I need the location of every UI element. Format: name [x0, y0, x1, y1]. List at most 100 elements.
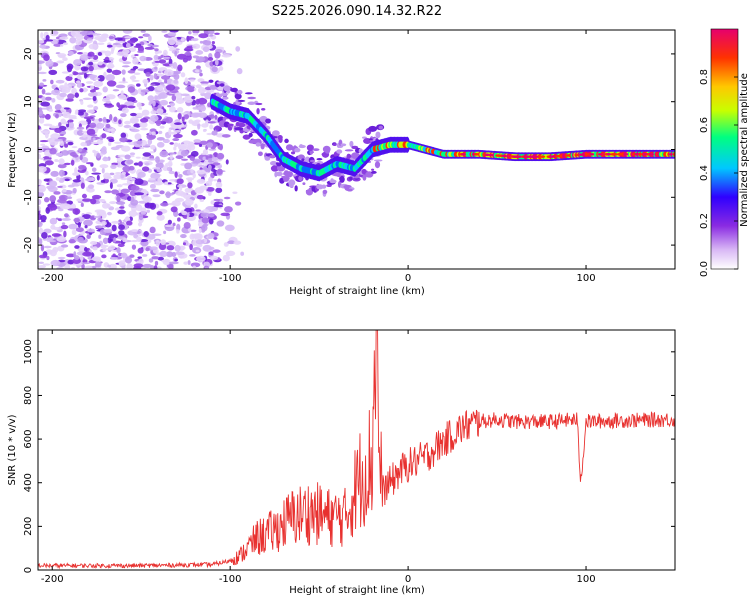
noise-cell	[137, 247, 144, 254]
colorbar-label: Normalized spectral amplitude	[739, 73, 750, 227]
noise-cell	[199, 140, 208, 146]
noise-cell	[137, 256, 142, 260]
noise-cell	[200, 212, 210, 218]
noise-cell	[164, 224, 174, 228]
noise-cell	[43, 54, 50, 62]
signal-halo-cell	[207, 121, 216, 124]
signal-halo-cell	[358, 148, 363, 154]
spectrogram-y-ticks: -20 -10 0 10 20	[23, 48, 675, 253]
noise-cell	[38, 153, 42, 160]
noise-cell	[145, 247, 150, 252]
noise-cell	[94, 225, 104, 229]
noise-cell	[43, 197, 50, 203]
noise-cell	[105, 74, 115, 82]
noise-cell	[189, 254, 196, 257]
noise-cell	[156, 137, 165, 141]
noise-cell	[142, 78, 149, 84]
noise-cell	[41, 88, 46, 95]
noise-cell	[220, 212, 231, 217]
signal-halo-cell	[257, 151, 263, 157]
signal-halo-cell	[231, 87, 238, 93]
noise-cell	[122, 61, 132, 65]
noise-cell	[87, 51, 95, 57]
signal-halo-cell	[288, 179, 296, 186]
noise-cell	[140, 146, 145, 150]
snr-y-ticks: 0 200 400 600 800 1000	[23, 339, 675, 573]
noise-cell	[75, 227, 84, 233]
noise-cell	[147, 43, 153, 47]
noise-cell	[211, 168, 216, 172]
noise-cell	[233, 240, 242, 245]
noise-cell	[171, 71, 181, 75]
noise-cell	[174, 244, 181, 252]
signal-halo-cell	[333, 143, 337, 146]
noise-cell	[240, 251, 245, 256]
noise-cell	[186, 54, 192, 61]
noise-cell	[127, 70, 136, 74]
noise-cell	[182, 140, 191, 145]
noise-cell	[59, 140, 64, 147]
noise-cell	[173, 41, 183, 46]
snr-y-label: SNR (10 * v/v)	[7, 414, 18, 485]
noise-cell	[169, 142, 174, 145]
noise-cell	[80, 100, 84, 105]
noise-cell	[126, 175, 133, 181]
noise-cell	[118, 119, 122, 125]
noise-cell	[38, 178, 42, 185]
spectrogram-x-label: Height of straight line (km)	[289, 286, 425, 297]
noise-cell	[101, 220, 107, 226]
noise-cell	[47, 236, 54, 241]
ridge-peak	[525, 155, 531, 158]
noise-cell	[206, 132, 213, 136]
noise-cell	[122, 52, 129, 58]
noise-cell	[130, 185, 140, 191]
noise-cell	[179, 192, 187, 197]
signal-halo-cell	[362, 174, 367, 181]
noise-cell	[100, 147, 106, 153]
ridge-peak	[488, 153, 494, 157]
noise-cell	[83, 72, 88, 79]
noise-cell	[54, 127, 62, 133]
noise-cell	[92, 91, 98, 97]
noise-cell	[194, 187, 204, 194]
noise-cell	[140, 30, 146, 33]
noise-cell	[57, 53, 67, 58]
noise-cell	[101, 167, 105, 174]
noise-cell	[130, 128, 140, 133]
snr-x-label: Height of straight line (km)	[289, 585, 425, 596]
signal-halo-cell	[298, 144, 306, 149]
noise-cell	[74, 111, 79, 115]
noise-cell	[187, 77, 196, 81]
noise-cell	[38, 71, 47, 75]
y-tick-label: 0	[23, 567, 34, 573]
noise-cell	[138, 107, 143, 110]
signal-halo-cell	[242, 134, 251, 140]
noise-cell	[130, 112, 137, 117]
noise-cell	[137, 50, 145, 53]
noise-cell	[43, 245, 52, 249]
signal-halo-cell	[272, 130, 280, 137]
noise-cell	[55, 152, 63, 157]
noise-cell	[150, 83, 156, 86]
noise-cell	[173, 133, 183, 139]
noise-cell	[162, 112, 169, 116]
noise-cell	[42, 79, 47, 82]
noise-cell	[225, 250, 236, 257]
noise-cell	[164, 79, 168, 84]
noise-cell	[159, 150, 169, 158]
signal-halo-cell	[237, 122, 246, 128]
noise-cell	[95, 122, 105, 129]
signal-halo-cell	[255, 142, 261, 147]
noise-cell	[87, 229, 96, 233]
noise-cell	[215, 187, 223, 194]
colorbar-border	[710, 28, 739, 270]
noise-cell	[133, 162, 139, 166]
noise-cell	[153, 54, 159, 60]
noise-cell	[169, 63, 174, 67]
noise-cell	[62, 57, 68, 62]
noise-cell	[95, 261, 102, 268]
signal-halo-cell	[237, 89, 243, 95]
colorbar-tick-label: 0.2	[699, 213, 710, 229]
noise-cell	[63, 230, 67, 238]
noise-cell	[54, 138, 63, 142]
